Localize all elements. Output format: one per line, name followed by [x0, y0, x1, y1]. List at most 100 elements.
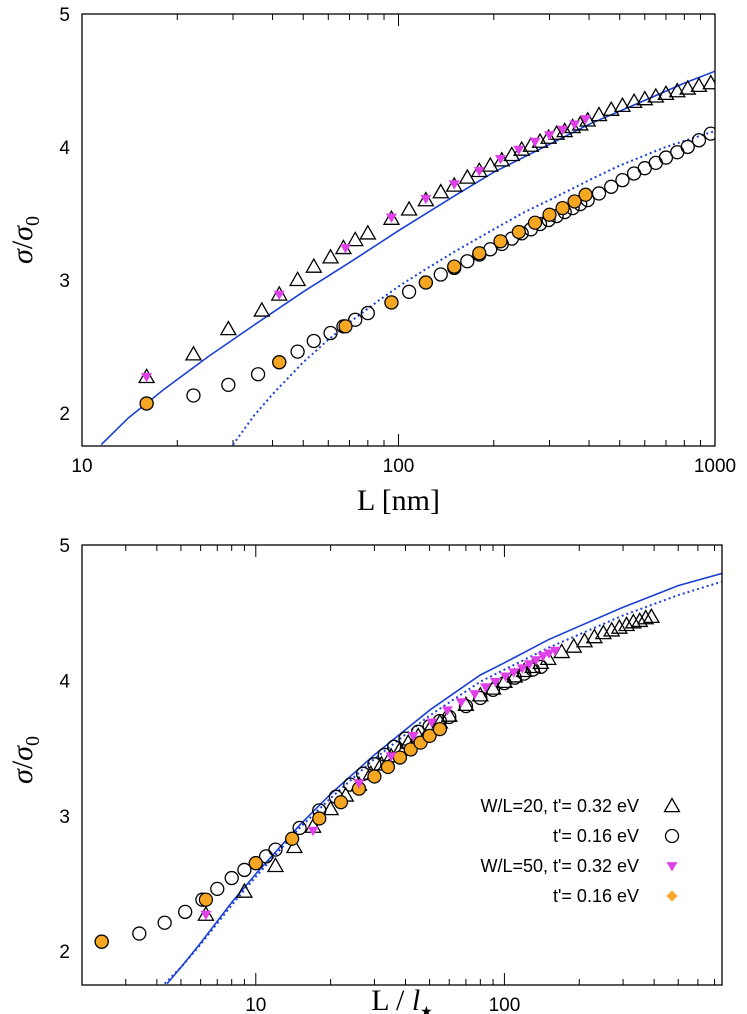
data-point-open-triangle: [253, 301, 271, 317]
data-point-filled-triangle-down: [569, 120, 581, 130]
plot-frame: [81, 13, 716, 447]
data-point-open-circle: [360, 305, 375, 321]
y-label-slash: /: [6, 240, 39, 249]
y-axis-label: σ/σ0: [6, 736, 44, 784]
data-point-filled-circle: [285, 831, 300, 846]
data-point-open-circle: [703, 126, 715, 141]
data-point-filled-triangle-down: [473, 166, 485, 177]
data-point-open-triangle: [417, 191, 435, 207]
data-point-filled-circle: [578, 187, 593, 202]
x-tick-label: 100: [383, 456, 415, 477]
data-point-open-triangle: [565, 637, 583, 653]
fit-line-solid: [166, 572, 722, 985]
data-point-filled-triangle-down: [530, 656, 542, 666]
data-point-open-triangle: [184, 345, 203, 361]
data-point-filled-circle: [248, 856, 263, 871]
data-point-open-triangle: [440, 706, 458, 722]
data-point-filled-triangle-down: [385, 213, 397, 223]
data-point-open-triangle: [613, 96, 632, 112]
data-point-open-circle: [306, 333, 321, 349]
y-tick-label: 4: [59, 671, 70, 692]
data-point-open-triangle: [506, 667, 524, 683]
data-point-open-triangle: [590, 106, 608, 122]
data-point-filled-triangle-down: [523, 660, 535, 670]
data-point-filled-triangle-down: [500, 672, 512, 682]
y-tick-label: 2: [59, 404, 70, 425]
data-point-open-triangle: [679, 79, 697, 95]
y-tick-label: 3: [59, 271, 70, 292]
data-point-filled-circle: [472, 246, 487, 261]
data-point-open-triangle: [637, 609, 655, 625]
data-point-filled-triangle-down: [580, 115, 592, 125]
data-point-filled-circle: [403, 742, 418, 757]
data-point-filled-triangle-down: [557, 125, 569, 136]
data-point-open-triangle: [539, 128, 558, 144]
y-label-subscript: 0: [22, 216, 44, 226]
data-point-filled-triangle-down: [407, 732, 419, 742]
data-point-filled-triangle-down: [353, 779, 365, 789]
data-point-open-triangle: [636, 90, 654, 106]
data-point-filled-circle: [198, 892, 213, 907]
data-point-filled-circle: [418, 275, 433, 290]
data-point-filled-circle: [94, 934, 109, 949]
x-label-slash: /: [388, 984, 411, 1014]
data-point-open-triangle: [585, 628, 603, 644]
legend-marker-open-triangle: [663, 797, 681, 813]
data-point-filled-triangle-down: [516, 664, 528, 674]
legend-label: W/L=50, t'= 0.32 eV: [480, 856, 639, 876]
data-point-filled-triangle-down: [448, 180, 460, 190]
legend-marker-filled-triangle-down: [666, 862, 678, 872]
x-axis-label: L / l★: [371, 984, 432, 1014]
data-point-open-circle: [460, 254, 475, 269]
x-tick-label: 100: [489, 995, 521, 1014]
y-label-numerator: σ: [6, 768, 39, 784]
data-point-filled-triangle-down: [529, 137, 541, 148]
data-point-open-circle: [648, 155, 663, 171]
data-point-filled-triangle-down: [508, 668, 520, 678]
x-axis-label: L [nm]: [357, 484, 440, 517]
data-point-open-triangle: [346, 231, 364, 247]
data-point-open-triangle: [668, 82, 686, 98]
data-point-filled-triangle-down: [339, 244, 351, 254]
data-point-open-circle: [323, 325, 338, 341]
data-point-open-triangle: [647, 87, 665, 103]
x-label-l: l: [412, 984, 420, 1014]
data-point-filled-triangle-down: [455, 698, 467, 708]
data-point-filled-circle: [380, 759, 396, 775]
data-point-open-circle: [680, 139, 695, 155]
data-point-open-triangle: [625, 92, 643, 109]
data-point-filled-circle: [542, 207, 557, 222]
data-point-open-triangle: [285, 838, 304, 854]
data-point-filled-triangle-down: [494, 155, 506, 165]
data-point-filled-circle: [338, 319, 353, 334]
plot-area: [94, 572, 722, 985]
fit-line-dotted: [163, 580, 722, 985]
data-point-open-triangle: [610, 618, 629, 634]
legend: W/L=20, t'= 0.32 eV t'= 0.16 eV W/L=50, t'…: [480, 796, 681, 906]
data-point-open-circle: [250, 367, 266, 382]
data-point-open-circle: [178, 904, 193, 920]
data-point-filled-triangle-down: [273, 290, 285, 300]
data-point-open-triangle: [266, 857, 285, 873]
legend-label: W/L=20, t'= 0.32 eV: [480, 796, 639, 816]
data-point-filled-circle: [333, 795, 349, 810]
data-point-filled-triangle-down: [307, 826, 319, 837]
data-point-filled-triangle-down: [200, 910, 212, 921]
data-point-open-circle: [433, 267, 448, 282]
data-point-open-triangle: [702, 74, 715, 90]
data-point-filled-triangle-down: [426, 718, 438, 728]
data-point-open-circle: [604, 179, 619, 194]
data-point-open-circle: [224, 870, 239, 886]
y-tick-label: 5: [59, 536, 70, 557]
data-point-open-circle: [186, 388, 201, 403]
data-point-open-triangle: [400, 200, 418, 216]
data-point-open-triangle: [624, 613, 642, 629]
x-tick-label: 10: [245, 995, 266, 1014]
data-point-open-triangle: [445, 176, 463, 192]
data-point-filled-circle: [555, 200, 570, 216]
data-point-filled-triangle-down: [441, 706, 453, 716]
data-point-filled-triangle-down: [549, 646, 561, 657]
data-point-open-triangle: [235, 882, 254, 898]
